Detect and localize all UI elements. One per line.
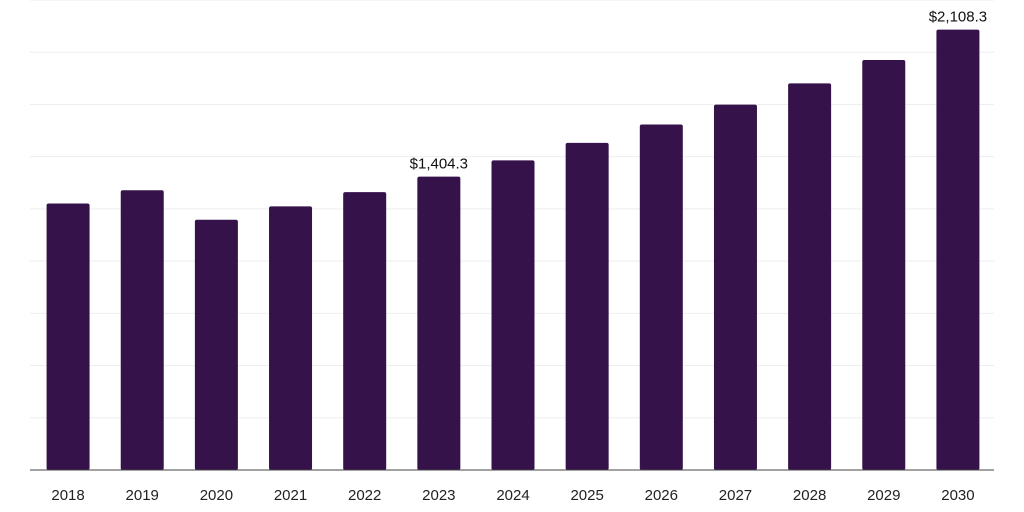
bar-2025: [565, 142, 609, 470]
x-tick-label-2023: 2023: [422, 487, 455, 504]
x-tick-label-2019: 2019: [126, 487, 159, 504]
x-tick-label-2022: 2022: [348, 487, 381, 504]
bar-2027: [713, 104, 757, 471]
bar-2026: [639, 124, 683, 471]
data-labels: $1,404.3 $2,108.3: [410, 9, 987, 173]
data-label-2030: $2,108.3: [929, 9, 987, 26]
x-tick-label-2027: 2027: [719, 487, 752, 504]
bar-2018: [46, 203, 90, 471]
x-tick-label-2018: 2018: [51, 487, 84, 504]
x-tick-label-2025: 2025: [570, 487, 603, 504]
x-tick-label-2029: 2029: [867, 487, 900, 504]
bar-2020: [194, 219, 238, 470]
x-tick-label-2026: 2026: [645, 487, 678, 504]
data-label-2023: $1,404.3: [410, 156, 468, 173]
bar-2023: [417, 176, 461, 470]
bar-2019: [120, 190, 164, 470]
x-tick-labels: 2018 2019 2020 2021 2022 2023 2024 2025 2026 2027…: [51, 487, 974, 504]
bars: [46, 29, 980, 471]
bar-2022: [343, 192, 387, 470]
bar-2021: [269, 206, 313, 471]
bar-2024: [491, 160, 535, 470]
x-tick-label-2024: 2024: [496, 487, 529, 504]
x-tick-label-2028: 2028: [793, 487, 826, 504]
x-tick-label-2030: 2030: [941, 487, 974, 504]
bar-2028: [788, 83, 832, 470]
bar-2029: [862, 59, 906, 470]
x-tick-label-2021: 2021: [274, 487, 307, 504]
bar-2030: [936, 29, 980, 471]
x-tick-label-2020: 2020: [200, 487, 233, 504]
